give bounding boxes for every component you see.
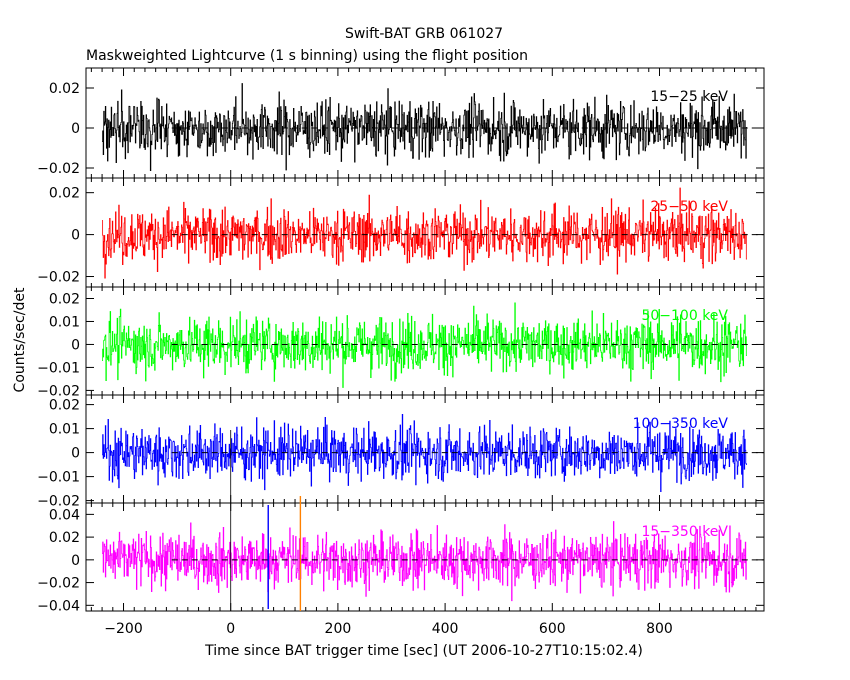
y-tick-label: 0: [71, 121, 80, 137]
panel-frame: [85, 502, 765, 612]
panel-1: −0.02 0 0.02 25−50 keV: [37, 177, 765, 288]
band-label: 50−100 keV: [641, 308, 728, 324]
chart-title: Swift-BAT GRB 061027: [345, 26, 503, 42]
y-tick-label: 0: [71, 337, 80, 353]
lightcurve-series: [102, 414, 747, 492]
x-tick-label: 0: [226, 621, 235, 637]
y-tick-label: 0.02: [49, 291, 80, 307]
x-tick-label: −200: [104, 621, 142, 637]
panel-2: −0.02 −0.01 0 0.01 0.02 50−100 keV: [37, 286, 765, 399]
band-label: 100−350 keV: [633, 416, 729, 432]
y-tick-label: −0.02: [37, 494, 80, 510]
y-tick-label: 0.01: [49, 422, 80, 438]
x-tick-label: 200: [325, 621, 352, 637]
y-tick-label: 0.02: [49, 398, 80, 414]
y-tick-label: −0.02: [37, 383, 80, 399]
band-label: 15−25 keV: [650, 89, 728, 105]
panel-4: −0.04 −0.02 0 0.02 0.04 15−350 keV: [37, 502, 765, 614]
y-tick-label: 0.02: [49, 530, 80, 546]
y-tick-label: −0.01: [37, 360, 80, 376]
y-tick-label: −0.02: [37, 576, 80, 592]
y-tick-label: 0.04: [49, 507, 80, 523]
y-tick-label: 0.02: [49, 81, 80, 97]
y-axis-label: Counts/sec/det: [12, 287, 28, 392]
x-tick-label: 400: [432, 621, 459, 637]
lightcurve-series: [102, 302, 747, 388]
x-tick-label: 600: [539, 621, 566, 637]
lightcurve-series: [102, 521, 747, 602]
y-tick-label: −0.01: [37, 470, 80, 486]
panel-3: −0.02 −0.01 0 0.01 0.02 100−350 keV: [37, 394, 765, 510]
x-tick-label: 800: [646, 621, 673, 637]
lightcurve-series: [102, 187, 747, 279]
chart-subtitle: Maskweighted Lightcurve (1 s binning) us…: [86, 48, 528, 64]
y-tick-label: −0.02: [37, 270, 80, 286]
y-tick-label: −0.02: [37, 161, 80, 177]
y-tick-label: 0.02: [49, 186, 80, 202]
y-tick-label: 0: [71, 228, 80, 244]
panel-0: −0.02 0 0.02 15−25 keV: [37, 67, 765, 179]
band-label: 15−350 keV: [641, 524, 728, 540]
y-tick-label: 0: [71, 446, 80, 462]
lightcurve-series: [102, 83, 747, 171]
y-tick-label: −0.04: [37, 598, 80, 614]
y-tick-label: 0.01: [49, 314, 80, 330]
band-label: 25−50 keV: [650, 199, 728, 215]
x-axis-label: Time since BAT trigger time [sec] (UT 20…: [204, 643, 643, 659]
y-tick-label: 0: [71, 553, 80, 569]
